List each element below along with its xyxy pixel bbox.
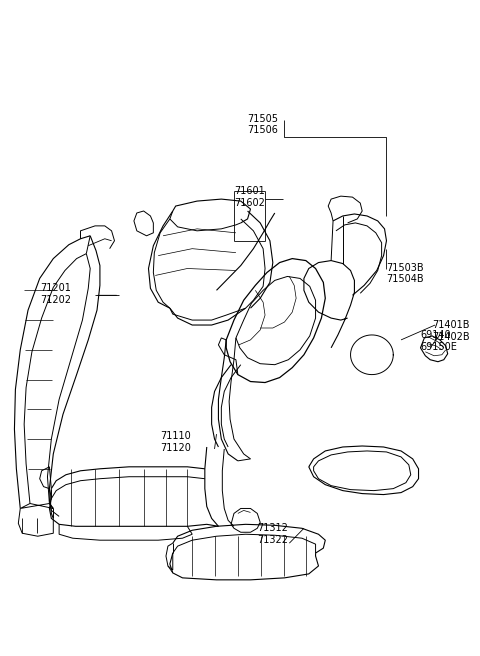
Text: 71110
71120: 71110 71120 xyxy=(160,431,191,453)
Text: 69140
69150E: 69140 69150E xyxy=(420,330,457,352)
Text: 71401B
71402B: 71401B 71402B xyxy=(432,320,470,342)
Text: 71505
71506: 71505 71506 xyxy=(248,114,278,135)
Text: 71201
71202: 71201 71202 xyxy=(40,283,71,305)
Text: 71503B
71504B: 71503B 71504B xyxy=(386,262,424,284)
Text: 71601
71602: 71601 71602 xyxy=(234,186,265,208)
Text: 71312
71322: 71312 71322 xyxy=(257,523,288,545)
